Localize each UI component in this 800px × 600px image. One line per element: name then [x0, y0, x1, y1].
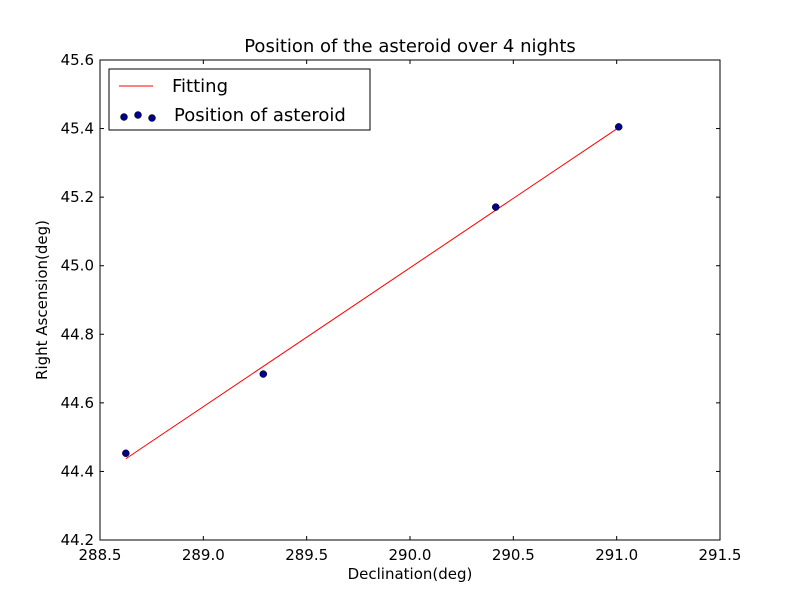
y-tick-label: 45.6: [61, 51, 94, 69]
x-axis-ticks: 288.5 289.0 289.5 290.0 290.5 291.0 291.5: [79, 60, 742, 564]
asteroid-point: [259, 370, 268, 378]
x-tick-label: 291.0: [595, 546, 638, 564]
chart-title: Position of the asteroid over 4 nights: [244, 36, 576, 57]
fitting-line: [125, 127, 620, 460]
asteroid-point: [492, 203, 500, 211]
legend: Fitting Position of asteroid: [108, 68, 371, 131]
legend-marker-dot: [134, 111, 142, 119]
x-tick-label: 289.0: [182, 546, 225, 564]
asteroid-point: [122, 449, 130, 458]
x-tick-label: 289.5: [285, 546, 328, 564]
legend-marker-dot: [148, 114, 156, 122]
y-tick-label: 45.4: [61, 120, 94, 138]
y-tick-label: 44.8: [61, 325, 94, 343]
legend-label-position-of-asteroid: Position of asteroid: [174, 105, 346, 126]
x-axis-label: Declination(deg): [348, 565, 473, 583]
y-tick-label: 44.4: [61, 462, 94, 480]
x-tick-label: 290.5: [492, 546, 535, 564]
y-tick-label: 45.2: [61, 188, 94, 206]
y-tick-label: 44.2: [61, 531, 94, 549]
legend-label-fitting: Fitting: [172, 76, 228, 97]
plot-frame: [99, 59, 721, 541]
legend-marker-dot: [120, 113, 128, 121]
y-axis-ticks: 44.2 44.4 44.6 44.8 45.0 45.2 45.4 45.6: [61, 51, 720, 549]
asteroid-point: [614, 123, 623, 131]
x-tick-label: 288.5: [79, 546, 122, 564]
y-tick-label: 44.6: [61, 394, 94, 412]
plot-area: [100, 60, 720, 540]
legend-marker-swatch: [120, 111, 156, 122]
y-axis-label: Right Ascension(deg): [33, 220, 51, 380]
y-tick-label: 45.0: [61, 257, 94, 275]
series-layer: [122, 123, 623, 460]
x-tick-label: 290.0: [389, 546, 432, 564]
x-tick-label: 291.5: [699, 546, 742, 564]
